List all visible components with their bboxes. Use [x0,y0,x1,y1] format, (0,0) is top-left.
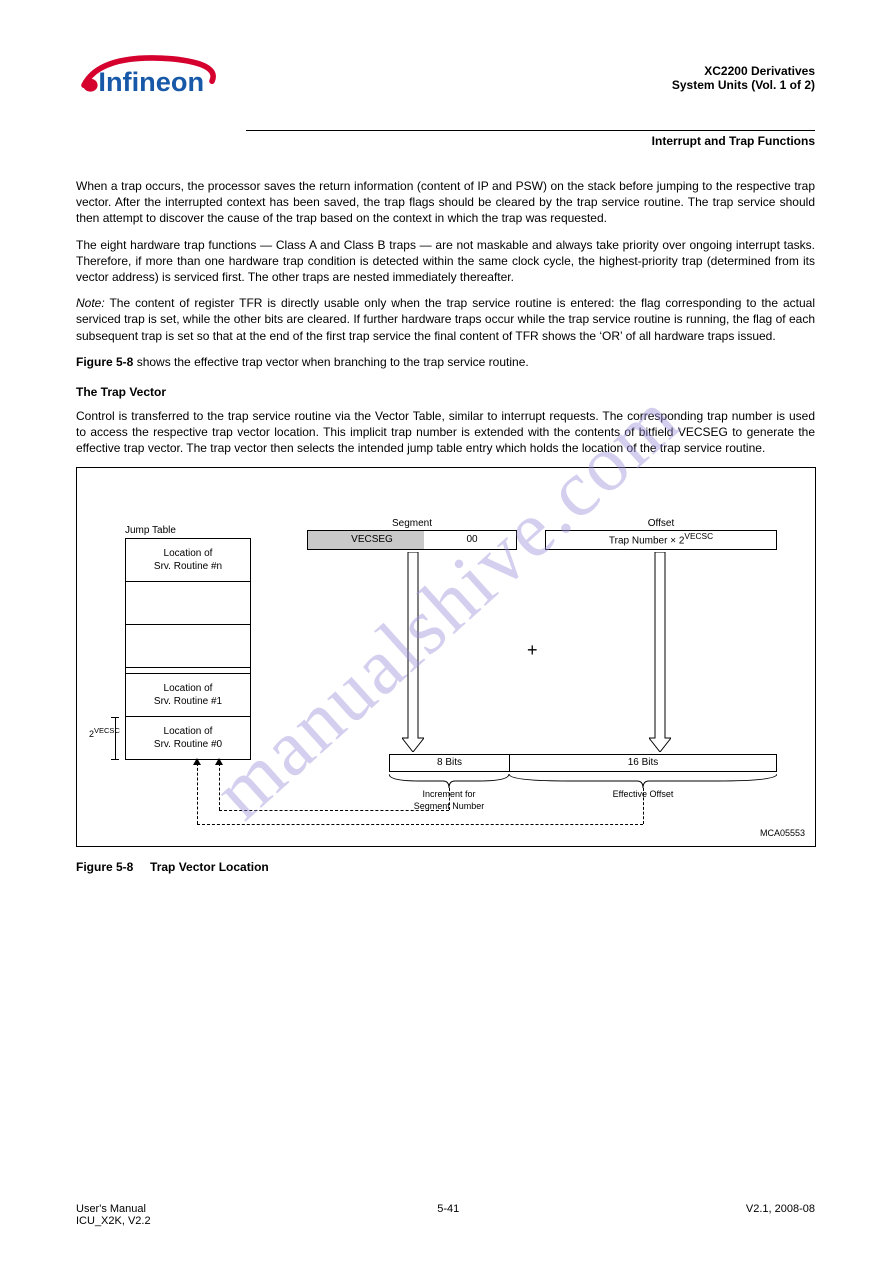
stack-cell: Location ofSrv. Routine #0 [125,716,251,760]
footer-left: User's Manual ICU_X2K, V2.2 [76,1203,151,1227]
arrowhead-up-icon [215,758,223,765]
brace-icon [509,774,777,788]
figure-frame: Jump Table Location ofSrv. Routine #n Lo… [76,467,816,847]
offset-text: Trap Number × 2VECSC [550,531,772,548]
dash-line [197,763,198,824]
ruler-tick [111,759,119,760]
arrowhead-up-icon [193,758,201,765]
figure-caption-label: Figure 5-8 [76,860,133,874]
figure-caption-text: Trap Vector Location [150,860,269,874]
jump-table-label: Jump Table [125,524,251,538]
jump-table-stack: Jump Table Location ofSrv. Routine #n Lo… [125,524,251,761]
dash-line [449,788,450,810]
down-arrow-icon [649,552,671,752]
figure-ref: Figure 5-8 [76,355,133,369]
dash-line [643,788,644,824]
segment-label: Segment [308,517,516,531]
segment-bar: Segment VECSEG 00 [307,530,517,550]
figure-leadin: Figure 5-8 shows the effective trap vect… [76,354,815,370]
segment-left: VECSEG [312,533,432,547]
ruler-label: 2VECSC [89,726,120,740]
footer-left-line1: User's Manual [76,1203,146,1215]
header-section: Interrupt and Trap Functions [652,134,815,148]
dash-line [219,810,449,811]
footer-center: 5-41 [76,1203,815,1215]
header-product: XC2200 Derivatives System Units (Vol. 1 … [672,64,815,92]
brand-logo: Infineon [76,48,236,111]
offset-bar: Offset Trap Number × 2VECSC [545,530,777,550]
dash-line [219,763,220,810]
paragraph-1: When a trap occurs, the processor saves … [76,178,815,227]
heading-paragraph: Control is transferred to the trap servi… [76,408,815,457]
plus-icon: + [527,638,538,662]
result-left: 8 Bits [390,755,510,771]
body-text: When a trap occurs, the processor saves … [76,178,815,885]
page: Infineon XC2200 Derivatives System Units… [0,0,893,1263]
header-rule [246,130,815,131]
down-arrow-icon [402,552,424,752]
figure-caption: Figure 5-8 Trap Vector Location [76,859,815,875]
footer-right: V2.1, 2008-08 [746,1203,815,1215]
logo-text: Infineon [98,66,204,97]
note-label: Note: [76,296,105,310]
result-bar: 8 Bits 16 Bits [389,754,777,772]
offset-label: Offset [546,517,776,531]
stack-cell [125,581,251,625]
footer: User's Manual ICU_X2K, V2.2 V2.1, 2008-0… [76,1203,815,1227]
stack-cell [125,624,251,668]
ruler-tick [111,717,119,718]
paragraph-note: Note: The content of register TFR is dir… [76,295,815,344]
segment-right: 00 [432,533,512,547]
figure-leadin-text: shows the effective trap vector when bra… [137,355,529,369]
paragraph-2: The eight hardware trap functions — Clas… [76,237,815,286]
note-text: The content of register TFR is directly … [76,296,815,342]
figure-id: MCA05553 [760,827,805,839]
subsection-heading: The Trap Vector [76,384,815,400]
infineon-logo-icon: Infineon [76,48,236,108]
header-product-line1: XC2200 Derivatives [672,64,815,78]
stack-cell: Location ofSrv. Routine #1 [125,673,251,717]
dash-line [197,824,643,825]
header-product-line2: System Units (Vol. 1 of 2) [672,78,815,92]
brace-icon [389,774,509,788]
stack-cell: Location ofSrv. Routine #n [125,538,251,582]
footer-left-line2: ICU_X2K, V2.2 [76,1215,151,1227]
result-right: 16 Bits [510,755,776,771]
